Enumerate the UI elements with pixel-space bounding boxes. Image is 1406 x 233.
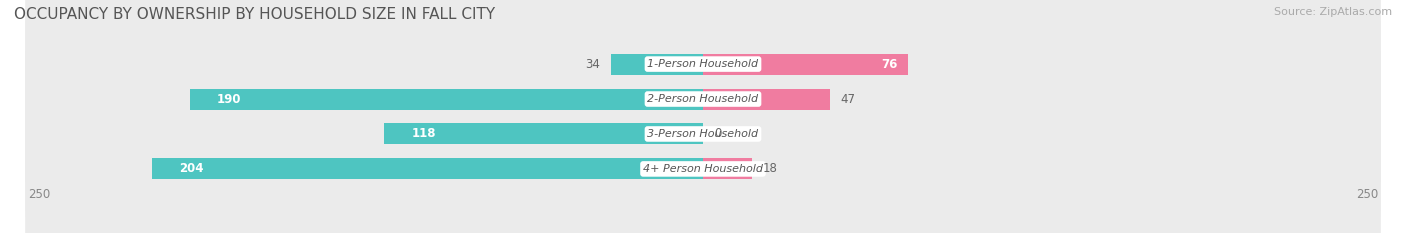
Bar [190, 89, 703, 110]
Text: 2-Person Household: 2-Person Household [647, 94, 759, 104]
Text: 4+ Person Household: 4+ Person Household [643, 164, 763, 174]
Text: 250: 250 [28, 188, 51, 201]
Bar [703, 89, 830, 110]
FancyBboxPatch shape [25, 0, 1381, 217]
Text: 1-Person Household: 1-Person Household [647, 59, 759, 69]
Bar [703, 158, 752, 179]
Text: 190: 190 [217, 93, 242, 106]
Bar [612, 54, 703, 75]
Text: 47: 47 [841, 93, 856, 106]
Bar [384, 123, 703, 144]
Text: 0: 0 [714, 127, 721, 140]
FancyBboxPatch shape [25, 0, 1381, 182]
Text: 18: 18 [762, 162, 778, 175]
FancyBboxPatch shape [25, 16, 1381, 233]
Text: 118: 118 [412, 127, 436, 140]
Text: Source: ZipAtlas.com: Source: ZipAtlas.com [1274, 7, 1392, 17]
Text: 3-Person Household: 3-Person Household [647, 129, 759, 139]
Text: 250: 250 [1355, 188, 1378, 201]
Legend: Owner-occupied, Renter-occupied: Owner-occupied, Renter-occupied [568, 230, 838, 233]
Text: OCCUPANCY BY OWNERSHIP BY HOUSEHOLD SIZE IN FALL CITY: OCCUPANCY BY OWNERSHIP BY HOUSEHOLD SIZE… [14, 7, 495, 22]
Text: 76: 76 [882, 58, 897, 71]
Text: 204: 204 [180, 162, 204, 175]
Bar [703, 54, 908, 75]
FancyBboxPatch shape [25, 51, 1381, 233]
Bar [152, 158, 703, 179]
Text: 34: 34 [585, 58, 600, 71]
